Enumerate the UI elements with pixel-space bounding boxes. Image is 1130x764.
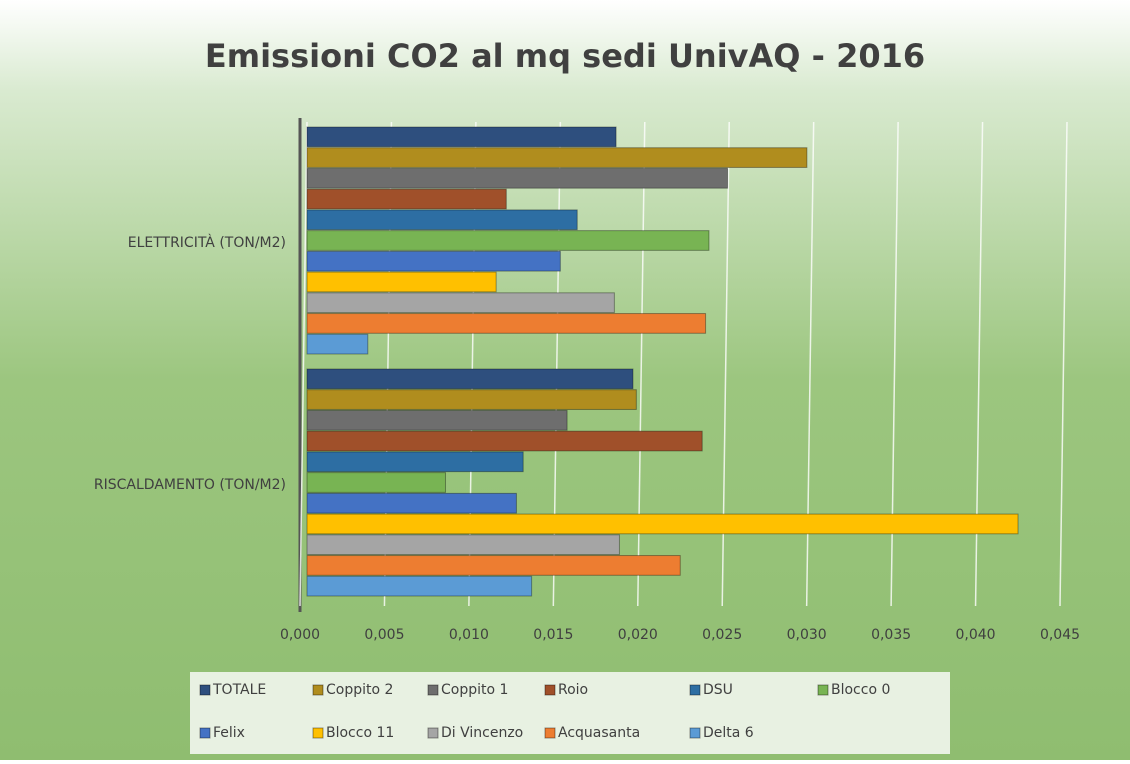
bar [306,430,703,452]
y-tick-label: ELETTRICITÀ (TON/M2) [128,234,286,251]
legend-label: Blocco 0 [831,682,890,698]
bar [306,534,620,556]
x-tick-label: 0,005 [364,627,404,643]
legend-label: Roio [558,682,588,698]
bar [306,313,707,334]
legend-swatch [199,684,211,696]
bar [306,230,710,251]
legend-swatch [312,684,324,696]
x-tick-label: 0,010 [449,627,489,643]
bar [306,492,517,514]
chart-title: Emissioni CO2 al mq sedi UnivAQ - 2016 [205,37,925,75]
bar [306,555,681,576]
legend-label: TOTALE [212,682,266,698]
bar [306,513,1019,535]
bar [306,575,533,597]
grid-line [299,121,308,607]
legend-label: Blocco 11 [326,725,394,741]
bar [306,368,634,390]
bar [306,147,808,168]
legend-swatch [427,684,439,696]
legend-label: Delta 6 [703,725,754,741]
bar [306,271,497,293]
x-tick-label: 0,045 [1040,627,1080,643]
legend-swatch [199,727,211,739]
legend-label: Coppito 2 [326,682,393,698]
x-tick-label: 0,020 [618,627,658,643]
legend-swatch [312,727,324,739]
legend-label: Acquasanta [558,725,640,741]
bar [306,209,578,231]
legend-swatch [817,684,829,696]
x-tick-label: 0,035 [871,627,911,643]
bar [306,451,524,473]
bar [306,126,617,148]
bar [306,167,729,189]
bar [306,188,507,210]
legend-swatch [544,727,556,739]
bar [306,250,561,272]
grid-line [1059,121,1068,607]
bar [306,472,446,493]
x-tick-label: 0,040 [956,627,996,643]
legend-label: Di Vincenzo [441,725,523,741]
legend-label: DSU [703,682,733,698]
legend-swatch [427,727,439,739]
x-tick-label: 0,030 [787,627,827,643]
legend-swatch [689,727,701,739]
y-tick-label: RISCALDAMENTO (TON/M2) [94,477,286,493]
bar [306,292,615,314]
x-tick-label: 0,000 [280,627,320,643]
legend-label: Felix [213,725,245,741]
bar [306,333,369,355]
bar [306,409,568,431]
x-tick-label: 0,025 [702,627,742,643]
legend-swatch [689,684,701,696]
bar [306,389,637,410]
legend-label: Coppito 1 [441,682,508,698]
x-tick-label: 0,015 [533,627,573,643]
legend-swatch [544,684,556,696]
